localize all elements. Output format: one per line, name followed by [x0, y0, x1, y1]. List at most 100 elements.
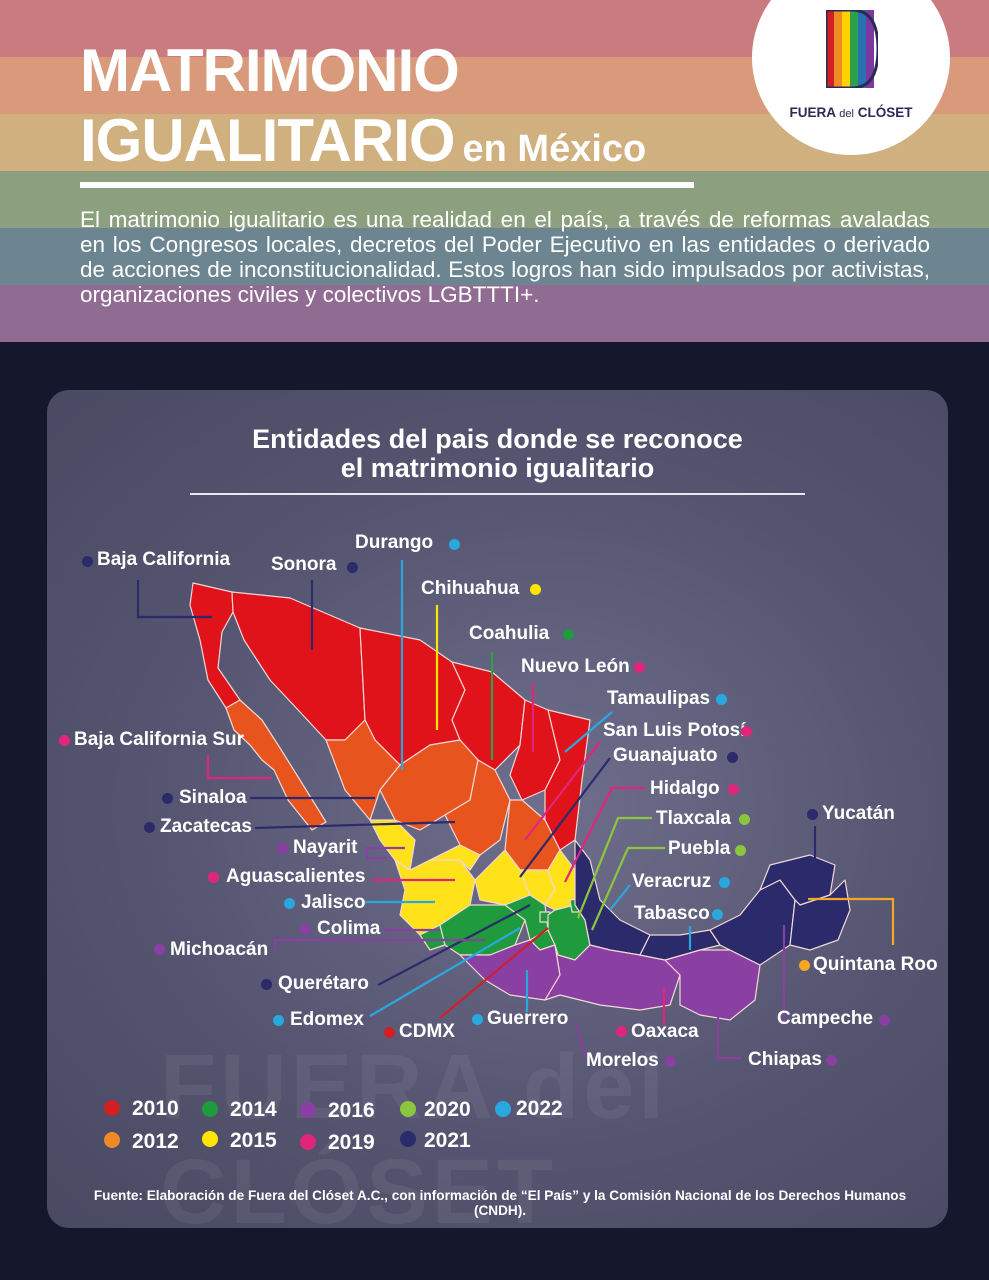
- label-queretaro: Querétaro: [278, 973, 369, 994]
- legend-2016: 2016: [328, 1099, 375, 1122]
- legend-dot: [162, 793, 173, 804]
- label-yucatan: Yucatán: [822, 803, 895, 824]
- legend-dot: [449, 539, 460, 550]
- legend-dot-2022: [495, 1101, 511, 1117]
- legend-dot: [719, 877, 730, 888]
- leader-michoacan: [273, 938, 485, 952]
- label-oaxaca: Oaxaca: [631, 1021, 699, 1042]
- fuera-del-closet-logo: FUERA del CLÓSET: [752, 0, 950, 155]
- legend-dot: [154, 944, 165, 955]
- label-morelos: Morelos: [586, 1050, 659, 1071]
- label-colima: Colima: [317, 918, 381, 939]
- label-guerrero: Guerrero: [487, 1008, 569, 1029]
- label-tlaxcala: Tlaxcala: [656, 808, 731, 829]
- legend-2022: 2022: [516, 1097, 563, 1120]
- label-campeche: Campeche: [777, 1008, 874, 1029]
- label-nayarit: Nayarit: [293, 837, 358, 858]
- label-tamaulipas: Tamaulipas: [607, 688, 711, 709]
- intro-paragraph: El matrimonio igualitario es una realida…: [80, 207, 930, 307]
- label-cdmx: CDMX: [399, 1021, 455, 1042]
- legend-2012: 2012: [132, 1130, 179, 1153]
- legend-dot: [277, 843, 288, 854]
- leader-hidalgo: [564, 786, 645, 883]
- legend-dot: [384, 1027, 395, 1038]
- state-nayarit: [369, 819, 416, 871]
- label-michoacan: Michoacán: [170, 939, 269, 960]
- legend-2021: 2021: [424, 1129, 471, 1152]
- label-quintana-roo: Quintana Roo: [813, 954, 938, 975]
- page-title-word: IGUALITARIO: [80, 107, 456, 174]
- legend-dot: [347, 562, 358, 573]
- legend-dot: [665, 1056, 676, 1067]
- legend-2020: 2020: [424, 1098, 471, 1121]
- label-zacatecas: Zacatecas: [160, 816, 252, 837]
- legend-dot: [799, 960, 810, 971]
- label-san-luis-potosi: San Luis Potosí: [603, 720, 746, 741]
- legend-dot: [716, 694, 727, 705]
- legend-2019: 2019: [328, 1131, 375, 1154]
- label-baja-california-sur: Baja California Sur: [74, 729, 244, 750]
- label-puebla: Puebla: [668, 838, 731, 859]
- label-chihuahua: Chihuahua: [421, 578, 520, 599]
- legend-dot-2015: [202, 1131, 218, 1147]
- legend-2015: 2015: [230, 1129, 277, 1152]
- label-chiapas: Chiapas: [748, 1049, 822, 1070]
- leader-queretaro: [377, 904, 531, 986]
- legend-dot-2019: [300, 1134, 316, 1150]
- legend-dot: [728, 784, 739, 795]
- source-note: Fuente: Elaboración de Fuera del Clóset …: [93, 1188, 907, 1218]
- map-title-rule: [190, 493, 805, 495]
- legend-dot: [530, 584, 541, 595]
- legend-dot: [59, 735, 70, 746]
- legend-dot: [144, 822, 155, 833]
- rainbow-band: [0, 228, 989, 285]
- label-aguascalientes: Aguascalientes: [226, 866, 366, 887]
- leader-veracruz: [609, 884, 631, 911]
- label-nuevo-leon: Nuevo León: [521, 656, 630, 677]
- legend-dot-2012: [104, 1132, 120, 1148]
- label-tabasco: Tabasco: [634, 903, 710, 924]
- label-durango: Durango: [355, 532, 434, 553]
- state-aguascalientes: [429, 844, 481, 871]
- legend-dot: [712, 909, 723, 920]
- label-coahulia: Coahulia: [469, 623, 550, 644]
- legend-dot: [472, 1014, 483, 1025]
- label-jalisco: Jalisco: [301, 892, 366, 913]
- page-title-suffix: en México: [462, 128, 647, 170]
- leader-baja-california-sur: [206, 755, 272, 780]
- state-chiapas: [664, 949, 761, 1021]
- legend-dot: [739, 814, 750, 825]
- legend-dot-2016: [300, 1102, 316, 1118]
- leader-chiapas: [716, 992, 742, 1060]
- map-title-line1: Entidades del pais donde se reconoce: [252, 424, 743, 454]
- leader-guanajuato: [519, 757, 611, 878]
- legend-dot-2010: [104, 1100, 120, 1116]
- leader-nayarit: [365, 846, 405, 860]
- legend-dot: [616, 1026, 627, 1037]
- map-title: Entidades del pais donde se reconoce el …: [190, 425, 805, 483]
- leader-quintana-roo: [808, 897, 895, 945]
- rainbow-band: [0, 171, 989, 228]
- label-sonora: Sonora: [271, 554, 337, 575]
- legend-dot: [284, 898, 295, 909]
- state-quintana-roo: [789, 879, 851, 951]
- leader-edomex: [369, 927, 521, 1017]
- page-title-line2: IGUALITARIO en México: [80, 106, 646, 175]
- legend-dot: [826, 1055, 837, 1066]
- leader-morelos: [573, 1021, 588, 1059]
- leader-baja-california: [136, 580, 212, 619]
- legend-dot: [735, 845, 746, 856]
- legend-dot: [634, 662, 645, 673]
- leader-tamaulipas: [564, 711, 613, 753]
- label-edomex: Edomex: [290, 1009, 364, 1030]
- legend-dot-2014: [202, 1101, 218, 1117]
- legend-dot: [273, 1015, 284, 1026]
- legend-dot: [261, 979, 272, 990]
- legend-dot: [300, 924, 311, 935]
- legend-dot: [82, 556, 93, 567]
- legend-dot: [563, 629, 574, 640]
- legend-dot: [807, 809, 818, 820]
- legend-dot: [727, 752, 738, 763]
- leader-puebla: [590, 846, 665, 931]
